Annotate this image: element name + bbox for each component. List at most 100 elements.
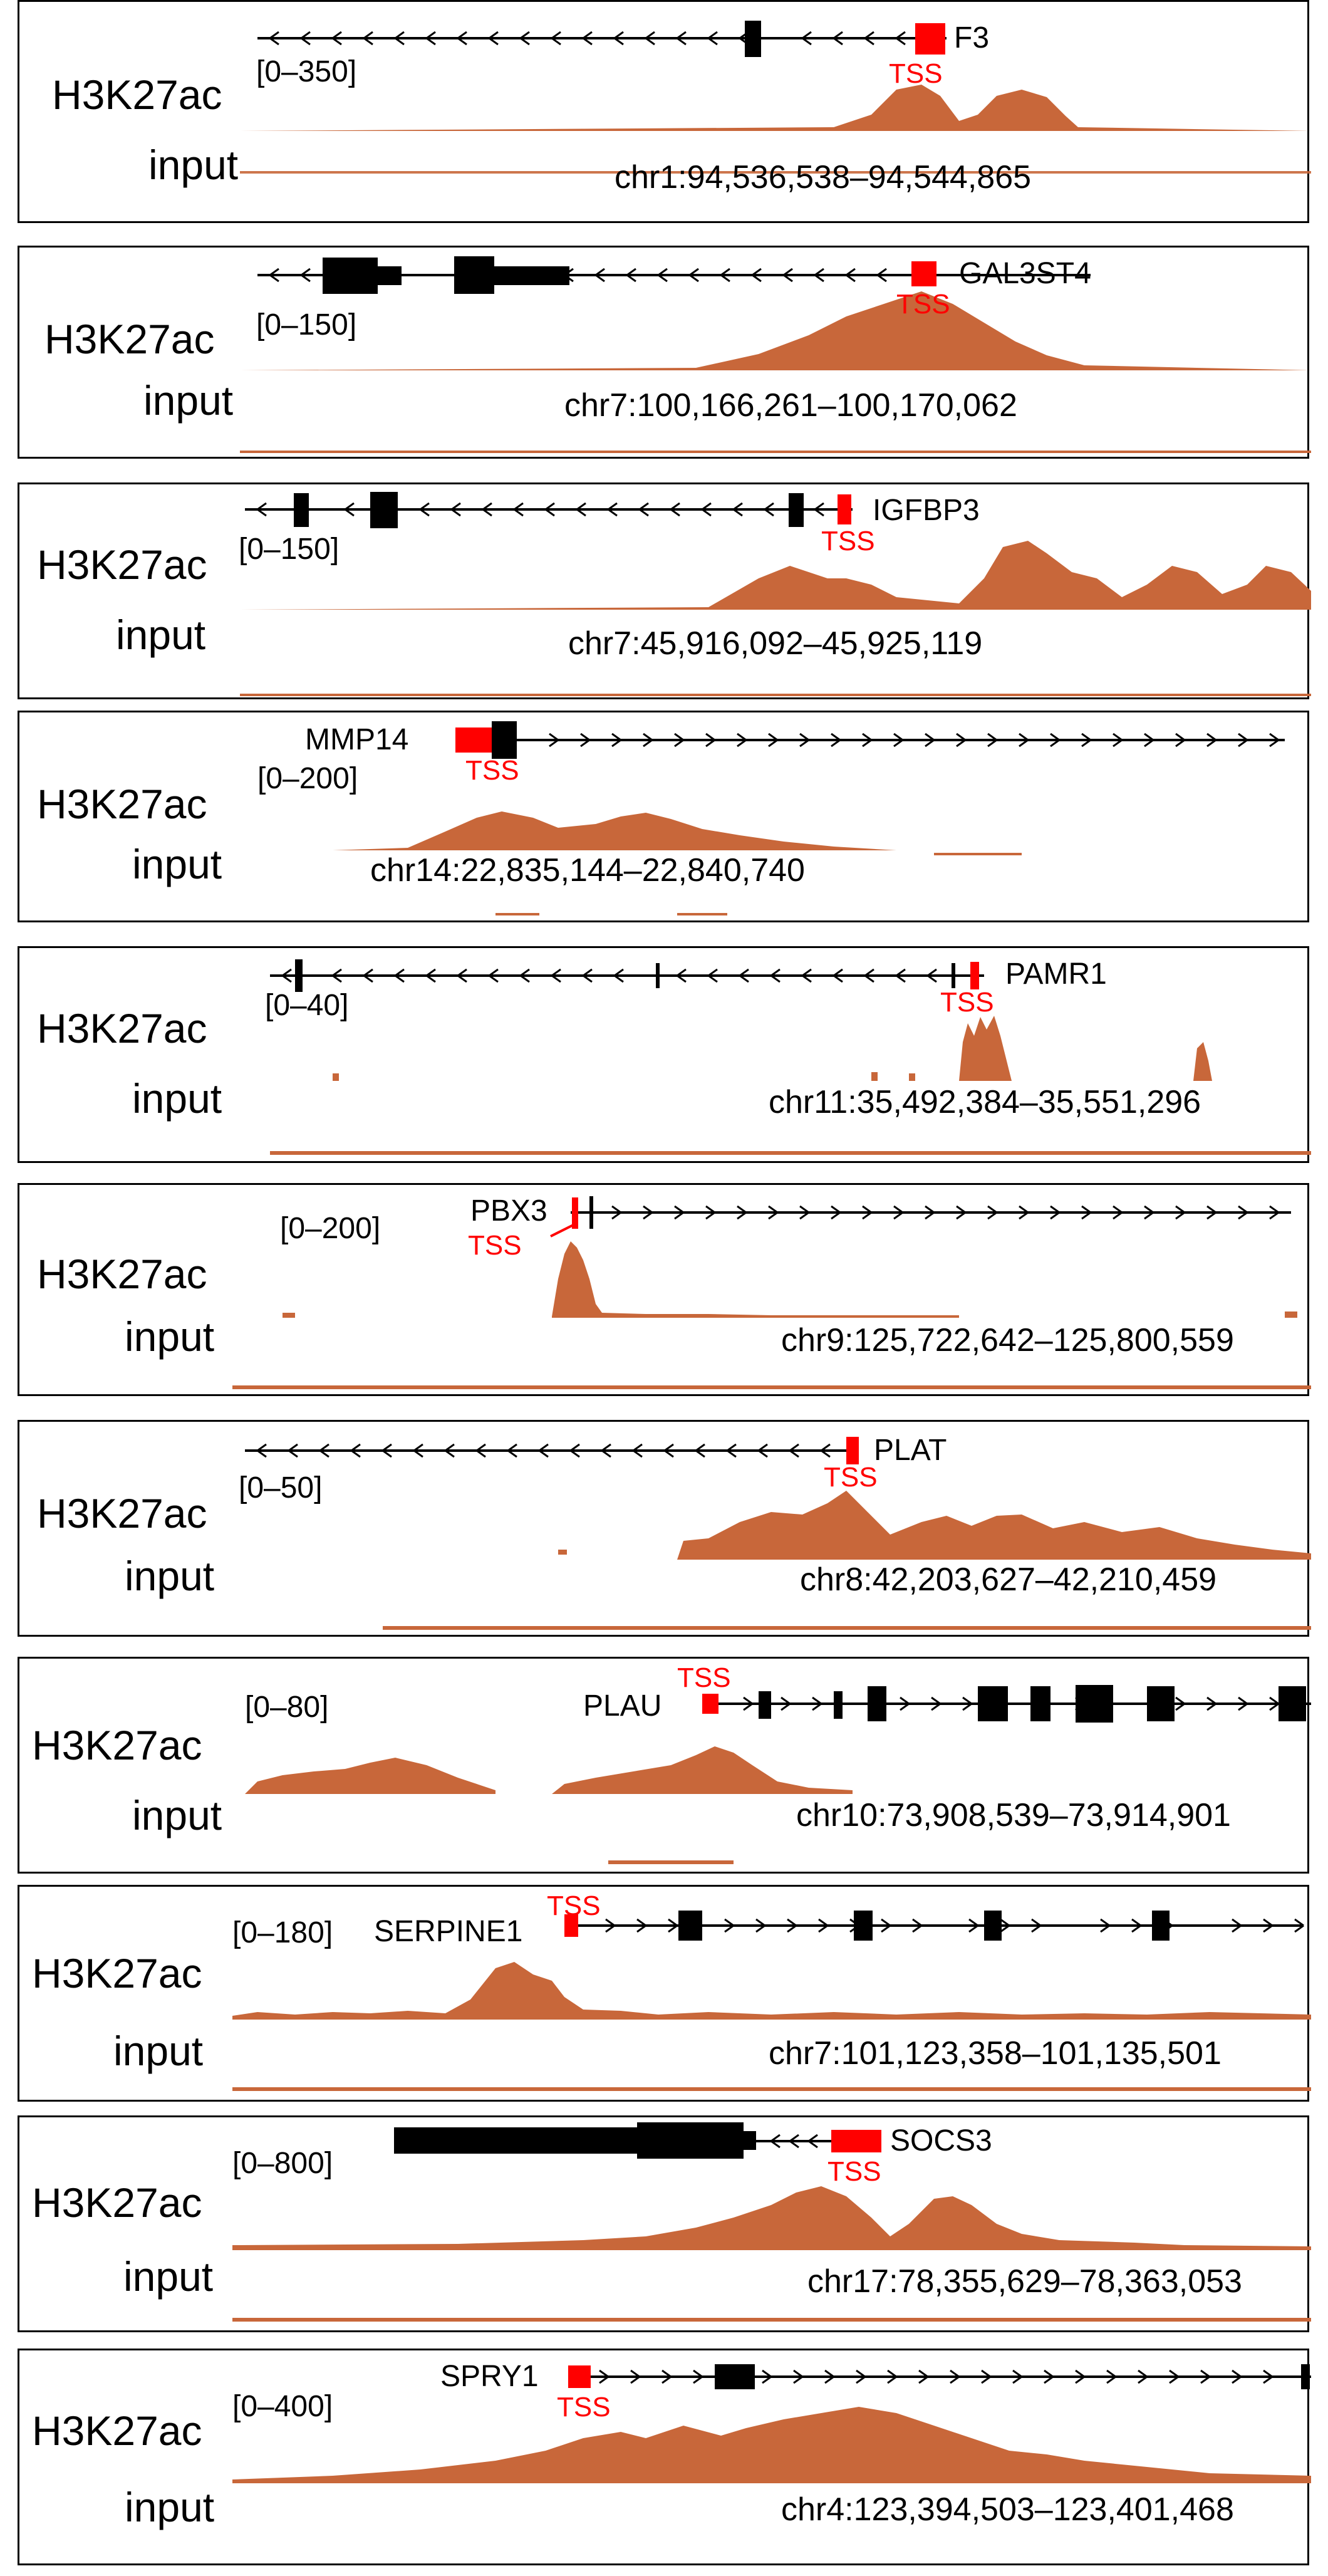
tss-label: TSS (896, 289, 950, 320)
scale-range: [0–50] (239, 1471, 322, 1505)
input-label: input (116, 611, 205, 659)
input-signal (934, 853, 1022, 855)
mark-label: H3K27ac (37, 780, 207, 828)
input-label: input (113, 2027, 203, 2075)
scale-range: [0–200] (257, 761, 358, 796)
input-label: input (132, 1791, 222, 1839)
input-background (495, 913, 727, 915)
coordinate-label: chr17:78,355,629–78,363,053 (807, 2263, 1242, 2300)
track-panel-socs3: SOCS3 TSS [0–800] H3K27ac input chr17:78… (18, 2115, 1309, 2332)
track-panel-f3: F3 TSS [0–350] H3K27ac input chr1:94,536… (18, 0, 1309, 223)
mark-label: H3K27ac (32, 2407, 202, 2454)
scale-range: [0–150] (239, 532, 339, 566)
track-graphic (19, 1422, 1311, 1639)
tss-label: TSS (889, 58, 943, 90)
coordinate-label: chr10:73,908,539–73,914,901 (796, 1796, 1231, 1834)
track-graphic (19, 712, 1311, 924)
track-graphic (19, 2350, 1311, 2567)
input-background (232, 1385, 1311, 1389)
track-panel-plat: PLAT TSS [0–50] H3K27ac input chr8:42,20… (18, 1420, 1309, 1637)
scale-range: [0–150] (256, 308, 356, 342)
h3k27ac-signal (232, 2407, 1311, 2483)
h3k27ac-signal (240, 85, 1311, 131)
gene-model (455, 721, 1285, 759)
coordinate-label: chr11:35,492,384–35,551,296 (769, 1083, 1201, 1121)
mark-label: H3K27ac (44, 315, 215, 363)
track-panel-pbx3: PBX3 TSS [0–200] H3K27ac input chr9:125,… (18, 1183, 1309, 1396)
gene-model (245, 492, 853, 528)
h3k27ac-signal (959, 1016, 1212, 1081)
track-graphic (19, 948, 1311, 1165)
gene-model (257, 21, 947, 57)
scale-range: [0–400] (232, 2389, 333, 2424)
track-panel-gal3st4: GAL3ST4 TSS [0–150] H3K27ac input chr7:1… (18, 246, 1309, 459)
track-graphic (19, 2117, 1311, 2334)
input-label: input (125, 2483, 214, 2531)
input-background (232, 2087, 1311, 2091)
input-signal (240, 694, 1311, 696)
gene-model (245, 1437, 859, 1464)
gene-name: SPRY1 (440, 2359, 539, 2394)
h3k27ac-signal (232, 2186, 1311, 2250)
gene-model (564, 1911, 1304, 1941)
tss-label: TSS (827, 2156, 881, 2188)
mark-label: H3K27ac (37, 1489, 207, 1537)
gene-model (702, 1685, 1311, 1723)
input-label: input (125, 1313, 214, 1360)
input-signal (558, 1550, 567, 1555)
h3k27ac-signal (240, 291, 1311, 370)
input-background (608, 1860, 734, 1864)
track-graphic (19, 484, 1311, 701)
tss-label: TSS (557, 2392, 611, 2423)
gene-name: PLAT (874, 1433, 947, 1468)
scale-range: [0–200] (280, 1211, 380, 1246)
gene-name: IGFBP3 (873, 493, 980, 528)
tss-label: TSS (940, 987, 994, 1018)
input-background (232, 2318, 1311, 2322)
scale-range: [0–40] (265, 988, 348, 1023)
h3k27ac-signal (333, 811, 896, 850)
input-label: input (123, 2253, 213, 2300)
gene-name: SOCS3 (890, 2124, 1005, 2158)
input-label: input (125, 1552, 214, 1600)
gene-model (568, 2364, 1311, 2389)
tss-label: TSS (468, 1230, 522, 1261)
mark-label: H3K27ac (37, 1250, 207, 1298)
scale-range: [0–80] (245, 1690, 328, 1724)
h3k27ac-signal (552, 1241, 959, 1318)
gene-name: PLAU (583, 1689, 661, 1723)
h3k27ac-signal (240, 541, 1311, 610)
track-panel-plau: PLAU TSS [0–80] H3K27ac input chr10:73,9… (18, 1657, 1309, 1874)
gene-name: PAMR1 (1005, 957, 1107, 991)
mark-label: H3K27ac (37, 1004, 207, 1052)
gene-name: SERPINE1 (374, 1914, 522, 1949)
input-background (270, 1151, 1311, 1155)
input-signal (240, 451, 1311, 453)
input-label: input (143, 377, 233, 424)
gene-name: F3 (954, 21, 989, 55)
coordinate-label: chr8:42,203,627–42,210,459 (800, 1561, 1216, 1598)
coordinate-label: chr4:123,394,503–123,401,468 (781, 2491, 1234, 2528)
tss-label: TSS (821, 526, 875, 557)
input-label: input (132, 840, 222, 888)
scale-range: [0–800] (232, 2146, 333, 2181)
h3k27ac-signal (677, 1491, 1311, 1560)
input-label: input (132, 1075, 222, 1122)
gene-name: GAL3ST4 (959, 256, 1091, 291)
input-background (383, 1626, 1311, 1630)
track-panel-mmp14: MMP14 TSS [0–200] H3K27ac input chr14:22… (18, 711, 1309, 922)
mark-label: H3K27ac (52, 71, 222, 118)
track-panel-pamr1: PAMR1 TSS [0–40] H3K27ac input chr11:35,… (18, 946, 1309, 1163)
tss-label: TSS (465, 755, 519, 786)
mark-label: H3K27ac (37, 541, 207, 588)
track-panel-igfbp3: IGFBP3 TSS [0–150] H3K27ac input chr7:45… (18, 482, 1309, 699)
coordinate-label: chr9:125,722,642–125,800,559 (781, 1322, 1234, 1359)
gene-model (394, 2122, 881, 2159)
h3k27ac-signal (232, 1962, 1311, 2020)
coordinate-label: chr7:101,123,358–101,135,501 (769, 2035, 1222, 2072)
coordinate-label: chr7:45,916,092–45,925,119 (568, 625, 982, 662)
tss-label: TSS (547, 1890, 601, 1922)
coordinate-label: chr1:94,536,538–94,544,865 (615, 159, 1031, 196)
h3k27ac-signal (245, 1746, 853, 1794)
tss-label: TSS (677, 1662, 731, 1694)
